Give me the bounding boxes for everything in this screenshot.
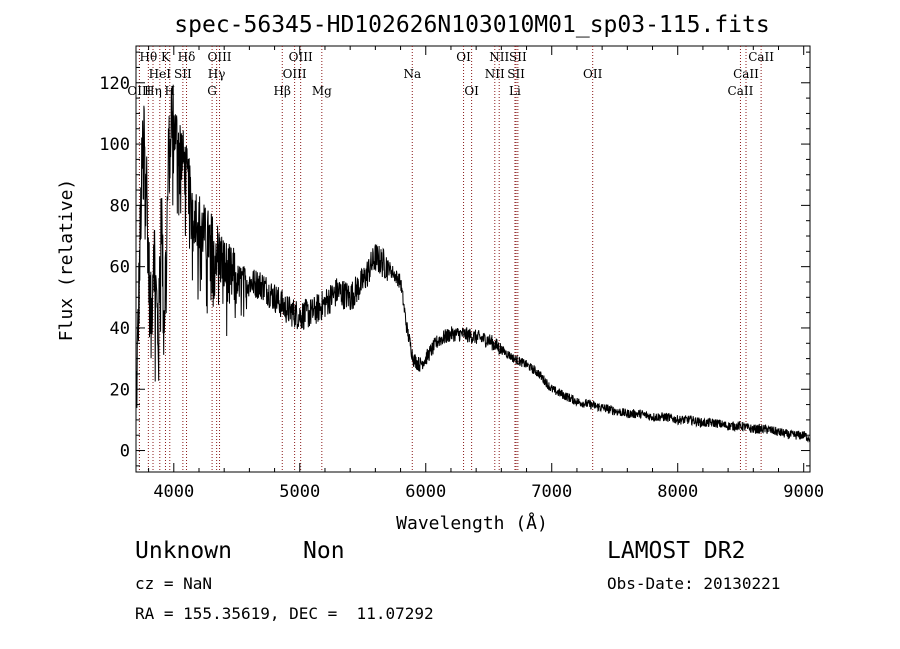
spectral-line-markers	[138, 46, 762, 472]
line-label: Li	[509, 84, 521, 98]
x-axis-label: Wavelength (Å)	[396, 512, 548, 534]
line-label: OIII	[127, 84, 151, 98]
line-label: Hδ	[178, 50, 196, 64]
line-label: OII	[583, 67, 603, 81]
line-label: OIII	[283, 67, 307, 81]
line-label: Hβ	[274, 84, 291, 98]
line-label: OI	[464, 84, 479, 98]
line-label: OIII	[207, 50, 231, 64]
y-axis-label: Flux (relative)	[56, 179, 77, 342]
y-tick-label: 100	[99, 135, 130, 155]
spectrum-line	[135, 84, 811, 443]
x-tick-label: 7000	[531, 482, 572, 502]
line-label: CaII	[748, 50, 774, 64]
y-tick-label: 80	[110, 196, 130, 216]
line-label: Mg	[312, 84, 332, 98]
line-label: Hγ	[208, 67, 226, 81]
line-label: G	[207, 84, 217, 98]
line-label: SII	[507, 67, 525, 81]
survey-name: LAMOST DR2	[607, 538, 746, 564]
object-subclass: Non	[303, 538, 345, 564]
redshift: cz = NaN	[135, 574, 213, 593]
y-axis-ticks: 0 20 40 60 80 100 120	[99, 51, 810, 467]
line-label: SII	[174, 67, 192, 81]
line-label: HeI	[149, 67, 172, 81]
line-label: Hη	[144, 84, 162, 98]
spectrum-chart: spec-56345-HD102626N103010M01_sp03-115.f…	[56, 12, 824, 534]
y-tick-label: 40	[110, 319, 130, 339]
line-label: CaII	[733, 67, 759, 81]
line-label: CaII	[728, 84, 754, 98]
x-tick-label: 6000	[405, 482, 446, 502]
y-tick-label: 60	[110, 258, 130, 278]
line-label: OI	[456, 50, 471, 64]
plot-frame	[135, 45, 811, 473]
line-label: Na	[403, 67, 421, 81]
coordinates: RA = 155.35619, DEC = 11.07292	[135, 604, 434, 623]
object-class: Unknown	[135, 538, 232, 564]
x-tick-label: 5000	[279, 482, 320, 502]
y-tick-label: 0	[120, 442, 130, 462]
x-axis-ticks: 4000 5000 6000 7000 8000 9000	[148, 46, 824, 502]
line-label: OIII	[289, 50, 313, 64]
line-label: NII	[489, 50, 509, 64]
line-label: NII	[485, 67, 505, 81]
chart-title: spec-56345-HD102626N103010M01_sp03-115.f…	[174, 12, 769, 38]
line-label: H	[165, 84, 175, 98]
x-tick-label: 9000	[783, 482, 824, 502]
line-label: K	[161, 50, 171, 64]
y-tick-label: 20	[110, 380, 130, 400]
line-label: SII	[509, 50, 527, 64]
line-label: Hθ	[139, 50, 157, 64]
x-tick-label: 4000	[153, 482, 194, 502]
y-tick-label: 120	[99, 74, 130, 94]
x-tick-label: 8000	[657, 482, 698, 502]
obs-date: Obs-Date: 20130221	[607, 574, 781, 593]
